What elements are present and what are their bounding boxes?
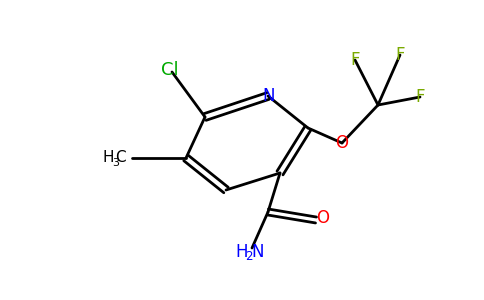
Text: F: F <box>350 51 360 69</box>
Text: N: N <box>263 87 275 105</box>
Text: F: F <box>415 88 425 106</box>
Text: F: F <box>395 46 405 64</box>
Text: H: H <box>236 243 248 261</box>
Text: 2: 2 <box>245 250 253 263</box>
Text: O: O <box>317 209 330 227</box>
Text: C: C <box>115 151 126 166</box>
Text: 3: 3 <box>112 158 119 168</box>
Text: O: O <box>335 134 348 152</box>
Text: H: H <box>103 151 114 166</box>
Text: N: N <box>252 243 264 261</box>
Text: Cl: Cl <box>161 61 179 79</box>
